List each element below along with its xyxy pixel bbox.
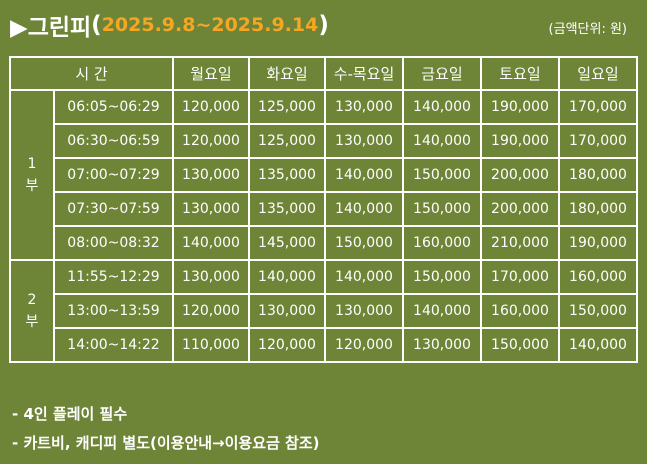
price-cell: 140,000 xyxy=(248,259,326,295)
price-cell: 140,000 xyxy=(324,191,404,227)
price-cell: 180,000 xyxy=(558,191,638,227)
day-header: 일요일 xyxy=(558,56,638,91)
tee-time: 07:30~07:59 xyxy=(53,191,174,227)
price-cell: 200,000 xyxy=(480,191,560,227)
table-row: 07:00~07:29 130,000 135,000 140,000 150,000 2… xyxy=(10,157,638,193)
price-cell: 120,000 xyxy=(172,89,250,125)
table-row: 2 부 11:55~12:29 130,000 140,000 140,000 150,00… xyxy=(9,259,638,363)
tee-time: 08:00~08:32 xyxy=(53,225,174,261)
price-cell: 160,000 xyxy=(558,259,638,295)
price-cell: 170,000 xyxy=(558,89,638,125)
table-row: 06:30~06:59 120,000 125,000 130,000 140,000 1… xyxy=(10,123,638,159)
price-cell: 190,000 xyxy=(480,89,560,125)
price-cell: 210,000 xyxy=(480,225,560,261)
price-cell: 130,000 xyxy=(248,293,326,329)
price-cell: 140,000 xyxy=(402,123,482,159)
price-cell: 150,000 xyxy=(402,191,482,227)
price-cell: 140,000 xyxy=(558,327,638,363)
title-date-range: 2025.9.8~2025.9.14 xyxy=(101,14,319,36)
day-header: 토요일 xyxy=(480,56,560,91)
page-title: ▶그린피(2025.9.8~2025.9.14) xyxy=(10,8,329,42)
price-cell: 140,000 xyxy=(402,89,482,125)
session-number: 1 xyxy=(27,156,37,172)
session-number: 2 xyxy=(27,292,37,308)
table-row: 1 부 06:05~06:29 120,000 125,000 130,000 140,00… xyxy=(9,89,638,261)
session-suffix: 부 xyxy=(25,178,39,194)
note-item: - 카트비, 캐디피 별도(이용안내→이용요금 참조) xyxy=(12,434,320,452)
green-fee-table: 시 간 월요일 화요일 수-목요일 금요일 토요일 일요일 1 부 06:05~06… xyxy=(9,56,638,363)
day-header: 수-목요일 xyxy=(324,56,404,91)
tee-time: 06:30~06:59 xyxy=(53,123,174,159)
session-suffix: 부 xyxy=(25,314,39,330)
notes: - 4인 플레이 필수 - 카트비, 캐디피 별도(이용안내→이용요금 참조) xyxy=(12,400,320,458)
title-open-paren: ( xyxy=(91,12,102,38)
price-cell: 120,000 xyxy=(248,327,326,363)
price-cell: 190,000 xyxy=(558,225,638,261)
price-cell: 150,000 xyxy=(402,259,482,295)
price-cell: 125,000 xyxy=(248,89,326,125)
price-cell: 150,000 xyxy=(324,225,404,261)
note-item: - 4인 플레이 필수 xyxy=(12,405,128,423)
price-cell: 160,000 xyxy=(402,225,482,261)
price-cell: 140,000 xyxy=(172,225,250,261)
tee-time: 06:05~06:29 xyxy=(53,89,174,125)
tee-time: 07:00~07:29 xyxy=(53,157,174,193)
price-cell: 120,000 xyxy=(324,327,404,363)
price-cell: 130,000 xyxy=(172,191,250,227)
price-cell: 135,000 xyxy=(248,157,326,193)
price-cell: 130,000 xyxy=(172,157,250,193)
price-cell: 180,000 xyxy=(558,157,638,193)
price-cell: 130,000 xyxy=(172,259,250,295)
header-row: 시 간 월요일 화요일 수-목요일 금요일 토요일 일요일 xyxy=(9,56,638,91)
day-header: 월요일 xyxy=(172,56,250,91)
title-text: ▶그린피 xyxy=(10,15,92,41)
price-cell: 140,000 xyxy=(324,259,404,295)
price-cell: 160,000 xyxy=(480,293,560,329)
price-cell: 140,000 xyxy=(324,157,404,193)
price-cell: 200,000 xyxy=(480,157,560,193)
price-cell: 130,000 xyxy=(402,327,482,363)
title-close-paren: ) xyxy=(318,12,329,38)
table-row: 07:30~07:59 130,000 135,000 140,000 150,000 2… xyxy=(10,191,638,227)
price-cell: 130,000 xyxy=(324,89,404,125)
tee-time: 13:00~13:59 xyxy=(53,293,174,329)
day-header: 금요일 xyxy=(402,56,482,91)
day-header: 화요일 xyxy=(248,56,326,91)
price-cell: 130,000 xyxy=(324,123,404,159)
time-header: 시 간 xyxy=(9,56,174,91)
price-cell: 190,000 xyxy=(480,123,560,159)
table-row: 13:00~13:59 120,000 130,000 130,000 140,000 1… xyxy=(10,293,638,329)
price-cell: 120,000 xyxy=(172,293,250,329)
tee-time: 11:55~12:29 xyxy=(53,259,174,295)
price-cell: 120,000 xyxy=(172,123,250,159)
price-cell: 150,000 xyxy=(402,157,482,193)
table-row: 08:00~08:32 140,000 145,000 150,000 160,000 2… xyxy=(10,225,638,261)
price-cell: 170,000 xyxy=(558,123,638,159)
table-row: 14:00~14:22 110,000 120,000 120,000 130,000 1… xyxy=(10,327,638,363)
price-cell: 145,000 xyxy=(248,225,326,261)
tee-time: 14:00~14:22 xyxy=(53,327,174,363)
price-cell: 150,000 xyxy=(558,293,638,329)
currency-unit-note: (금액단위: 원) xyxy=(548,22,627,37)
price-cell: 150,000 xyxy=(480,327,560,363)
price-cell: 140,000 xyxy=(402,293,482,329)
price-cell: 130,000 xyxy=(324,293,404,329)
price-cell: 125,000 xyxy=(248,123,326,159)
price-cell: 110,000 xyxy=(172,327,250,363)
price-cell: 170,000 xyxy=(480,259,560,295)
price-cell: 135,000 xyxy=(248,191,326,227)
